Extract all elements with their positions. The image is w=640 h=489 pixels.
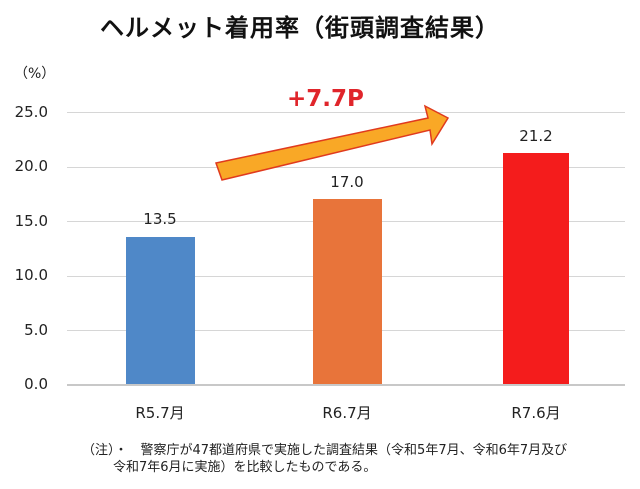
y-tick-15: 15.0 (14, 212, 48, 230)
gridline-25 (67, 112, 625, 113)
bar-r7 (503, 153, 569, 384)
y-tick-10: 10.0 (14, 266, 48, 284)
x-label-r7: R7.6月 (511, 404, 561, 422)
x-axis-baseline (67, 384, 625, 386)
bar-r6 (313, 199, 382, 384)
chart-title: ヘルメット着用率（街頭調査結果） (100, 14, 500, 42)
bar-r5 (126, 237, 195, 384)
value-label-r7: 21.2 (519, 127, 553, 145)
gridline-20 (67, 167, 625, 168)
value-label-r6: 17.0 (330, 173, 364, 191)
y-tick-25: 25.0 (14, 103, 48, 121)
footnote: （注）・ 警察庁が47都道府県で実施した調査結果（令和5年7月、令和6年7月及び… (82, 442, 567, 476)
value-label-r5: 13.5 (143, 210, 177, 228)
footnote-line-2: 令和7年6月に実施）を比較したものである。 (113, 460, 377, 475)
x-label-r6: R6.7月 (322, 404, 372, 422)
y-tick-20: 20.0 (14, 157, 48, 175)
footnote-line-1: （注）・ 警察庁が47都道府県で実施した調査結果（令和5年7月、令和6年7月及び (82, 443, 568, 458)
y-tick-0: 0.0 (24, 375, 48, 393)
x-label-r5: R5.7月 (135, 404, 185, 422)
y-axis-unit: （%） (14, 66, 56, 82)
y-tick-5: 5.0 (24, 321, 48, 339)
delta-annotation: +7.7P (287, 86, 364, 112)
